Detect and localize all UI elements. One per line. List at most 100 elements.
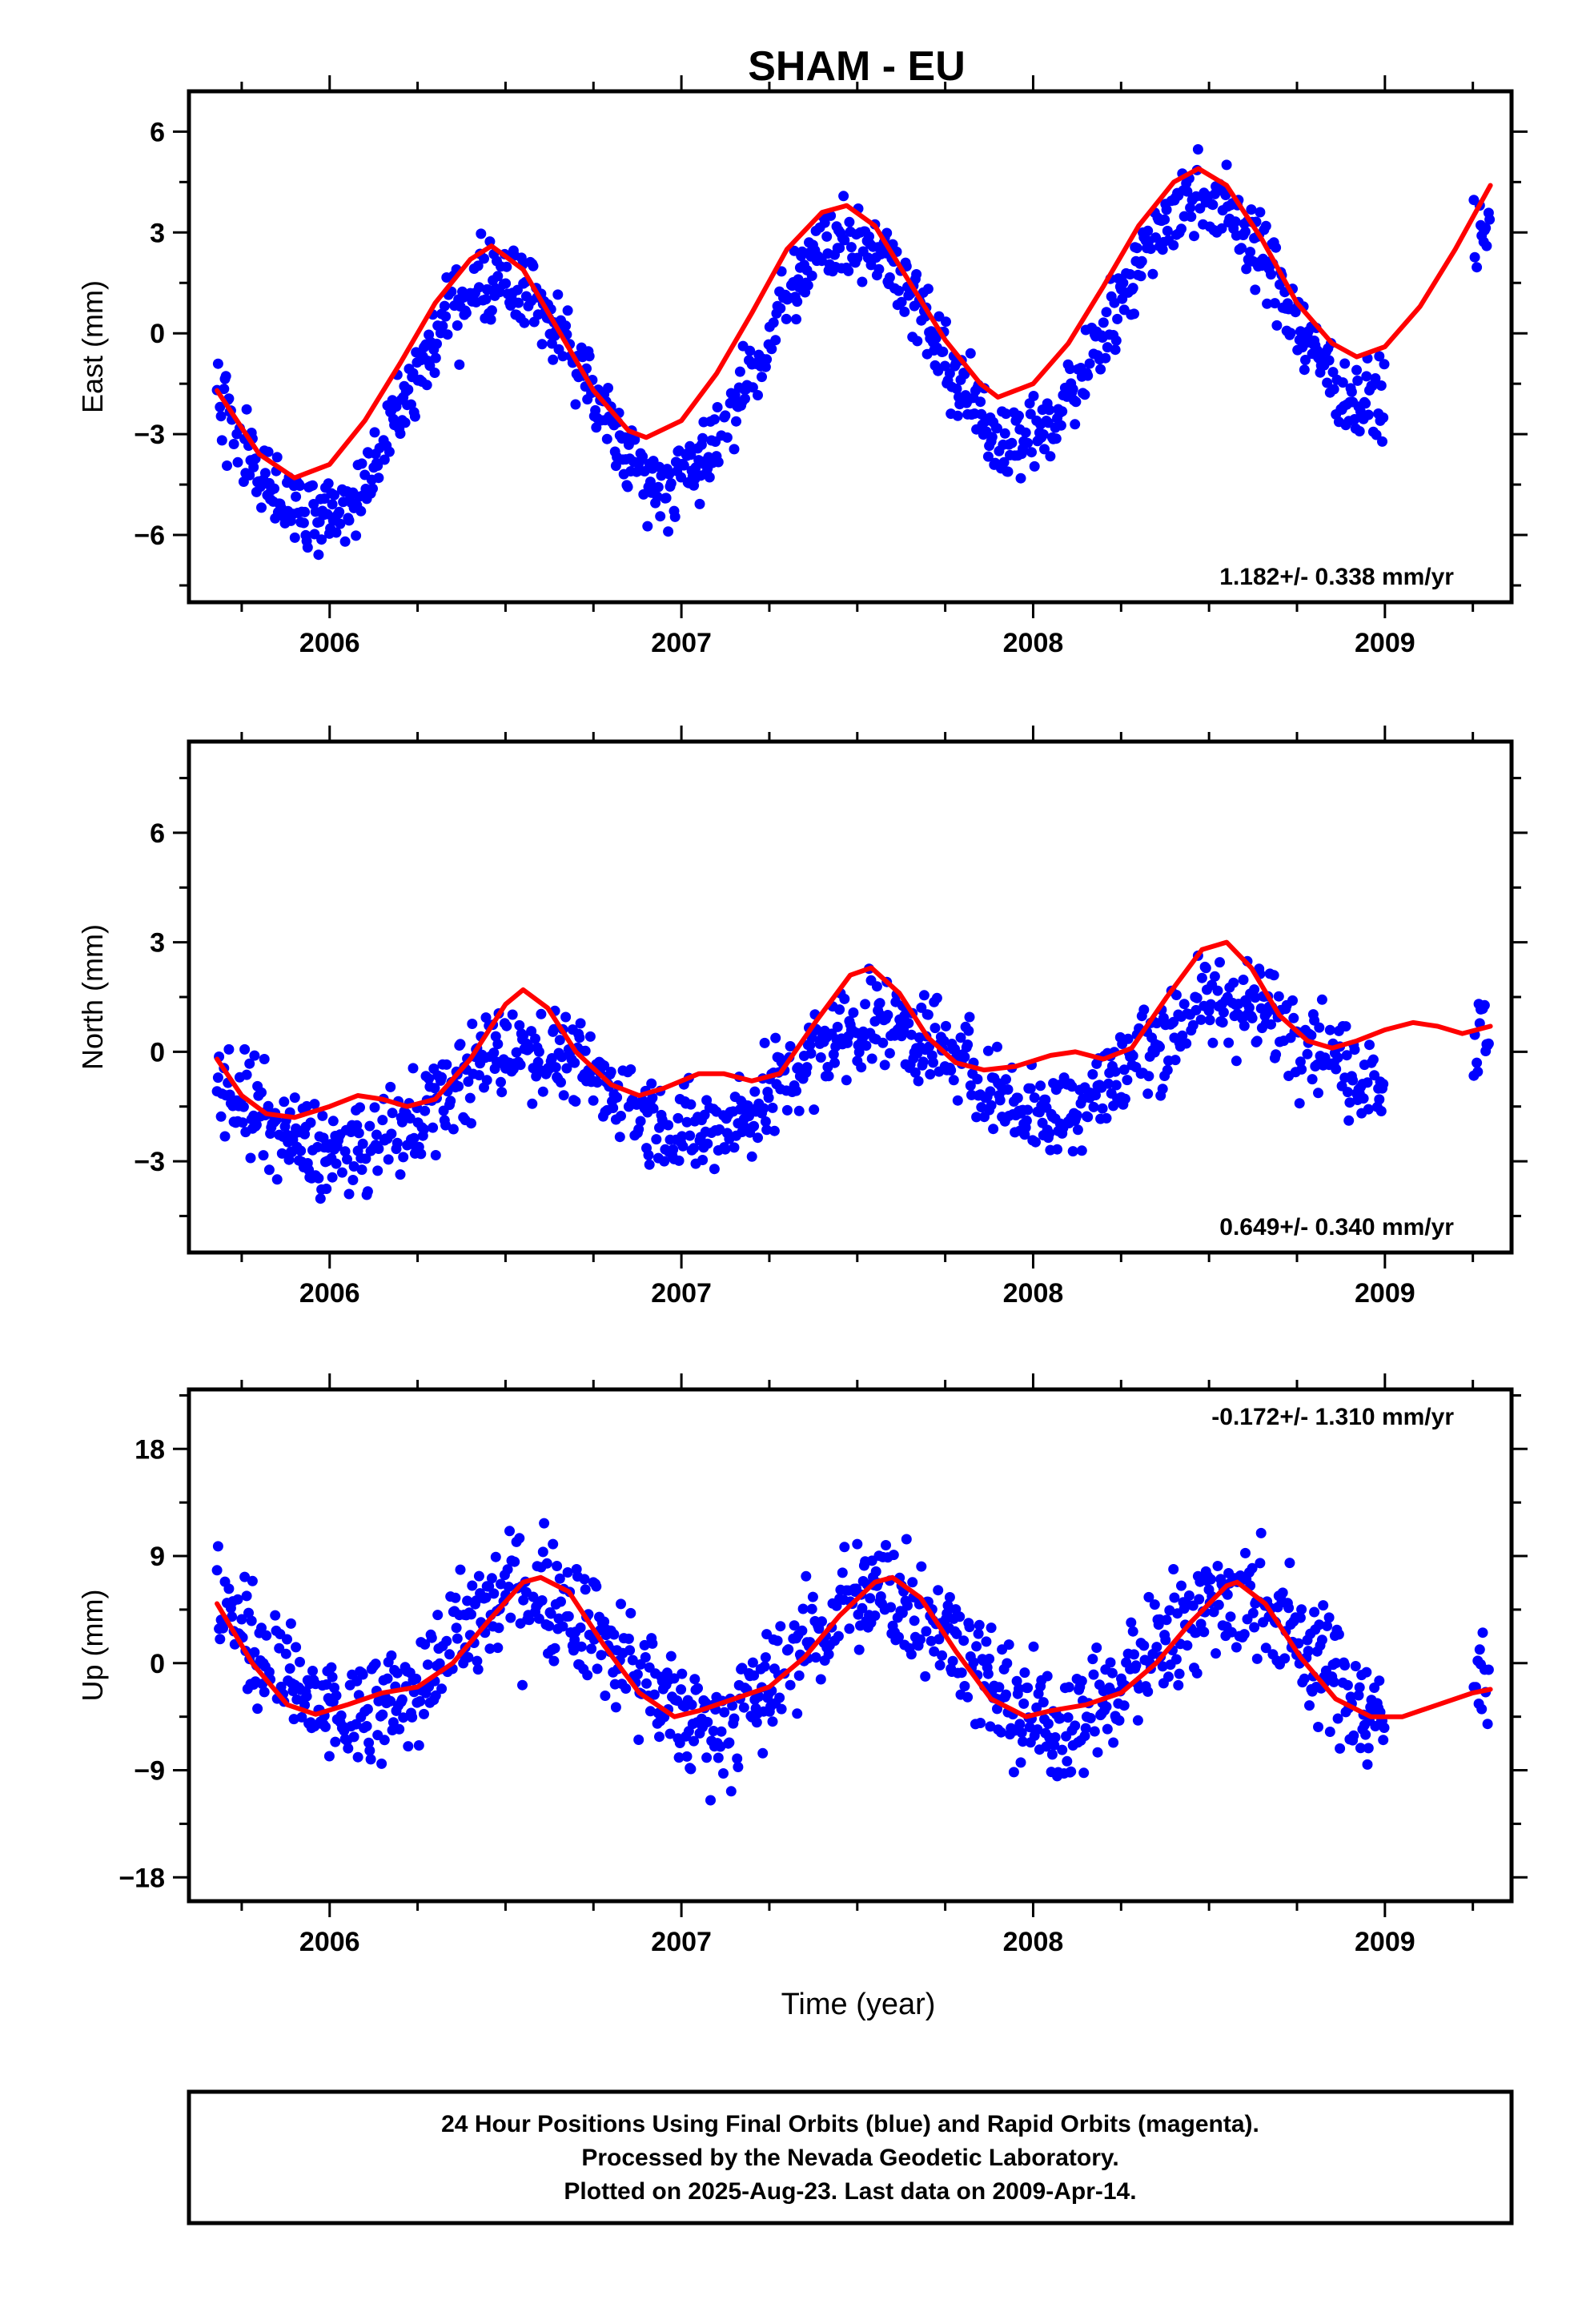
up-point-252 [517, 1679, 528, 1691]
east-point-193 [442, 329, 453, 340]
north-point-261 [527, 1098, 538, 1109]
up-frame [187, 1387, 1514, 1904]
north-point-615 [959, 1051, 970, 1063]
up-point-09 [223, 1583, 235, 1594]
east-point-972 [1472, 262, 1483, 273]
east-point-722 [1084, 358, 1095, 369]
north-point-296 [569, 1057, 580, 1068]
north-point-328 [605, 1067, 616, 1077]
up-point-24 [243, 1607, 254, 1618]
north-point-730 [1097, 1103, 1108, 1114]
east-point-730 [1095, 364, 1106, 375]
east-point-374 [663, 526, 674, 537]
north-point-673 [1030, 1136, 1041, 1148]
north-point-629 [976, 1102, 987, 1113]
east-point-707 [1065, 364, 1075, 375]
east-point-921 [1322, 377, 1333, 388]
east-y-tick-label: 0 [150, 319, 165, 349]
up-point-443 [749, 1670, 760, 1681]
north-point-270 [537, 1086, 548, 1097]
north-point-551 [884, 1047, 895, 1059]
up-point-858 [1251, 1653, 1263, 1664]
up-point-529 [857, 1602, 868, 1614]
east-point-710 [1067, 384, 1078, 395]
north-point-278 [548, 1023, 560, 1035]
east-point-933 [1337, 377, 1348, 388]
up-point-319 [599, 1616, 610, 1627]
up-point-783 [1160, 1634, 1171, 1646]
east-point-444 [747, 382, 758, 393]
up-point-693 [1049, 1739, 1060, 1751]
east-point-864 [1255, 207, 1266, 218]
east-point-941 [1346, 386, 1357, 397]
up-point-336 [616, 1598, 626, 1610]
east-x-tick-label-2008: 2008 [1003, 628, 1064, 658]
east-point-775 [1150, 232, 1161, 243]
up-point-388 [681, 1751, 693, 1762]
east-point-214 [472, 260, 484, 271]
up-point-465 [772, 1635, 783, 1647]
north-rate-annotation: 0.649+/- 0.340 mm/yr [1219, 1214, 1454, 1240]
north-frame [187, 739, 1514, 1255]
north-point-509 [834, 1004, 845, 1015]
north-point-51 [271, 1174, 283, 1185]
north-point-923 [1342, 1087, 1353, 1098]
north-point-676 [1035, 1080, 1046, 1092]
north-point-751 [1122, 1033, 1134, 1044]
up-point-611 [951, 1628, 962, 1639]
up-point-513 [837, 1567, 848, 1578]
up-point-168 [415, 1695, 426, 1707]
up-point-911 [1314, 1619, 1325, 1630]
up-point-91 [323, 1751, 335, 1762]
up-point-123 [361, 1721, 372, 1731]
up-point-146 [387, 1717, 399, 1728]
up-point-628 [974, 1619, 985, 1630]
up-point-921 [1324, 1727, 1335, 1737]
north-point-540 [871, 981, 882, 992]
up-point-855 [1249, 1622, 1260, 1633]
north-point-705 [1067, 1146, 1078, 1157]
up-point-94 [327, 1671, 338, 1683]
up-point-704 [1062, 1755, 1073, 1767]
up-point-834 [1222, 1589, 1233, 1600]
up-point-784 [1161, 1614, 1172, 1626]
north-point-914 [1331, 1063, 1342, 1075]
up-point-584 [920, 1671, 931, 1682]
up-point-953 [1363, 1743, 1374, 1754]
up-point-243 [504, 1526, 515, 1537]
east-point-946 [1352, 375, 1363, 386]
east-point-142 [383, 446, 395, 457]
east-point-890 [1285, 328, 1296, 339]
up-point-893 [1295, 1612, 1306, 1623]
north-point-901 [1314, 1022, 1325, 1033]
up-point-896 [1299, 1673, 1310, 1684]
north-point-666 [1021, 1115, 1032, 1126]
north-point-309 [584, 1031, 596, 1042]
north-point-669 [1025, 1083, 1036, 1094]
up-point-686 [1041, 1741, 1052, 1752]
north-points [211, 950, 1494, 1204]
east-point-639 [982, 451, 994, 462]
north-point-161 [408, 1063, 419, 1074]
up-point-935 [1342, 1679, 1353, 1691]
north-x-tick-label-2007: 2007 [651, 1278, 712, 1309]
up-point-313 [591, 1581, 602, 1592]
north-point-340 [625, 1064, 636, 1075]
north-point-468 [781, 1104, 793, 1116]
north-point-812 [1200, 963, 1211, 974]
up-point-377 [669, 1673, 680, 1684]
east-point-356 [639, 466, 650, 476]
east-point-348 [629, 434, 640, 445]
north-point-138 [377, 1115, 388, 1126]
north-point-576 [913, 1076, 924, 1087]
east-point-442 [745, 345, 756, 356]
up-point-207 [463, 1652, 474, 1663]
north-point-01 [212, 1072, 223, 1084]
footer-line-2: Processed by the Nevada Geodetic Laborat… [581, 2145, 1118, 2171]
up-point-274 [545, 1608, 556, 1619]
up-point-662 [1014, 1683, 1024, 1695]
north-point-208 [463, 1076, 474, 1088]
east-point-713 [1070, 396, 1082, 408]
north-point-889 [1296, 1063, 1307, 1075]
north-point-172 [420, 1105, 431, 1116]
